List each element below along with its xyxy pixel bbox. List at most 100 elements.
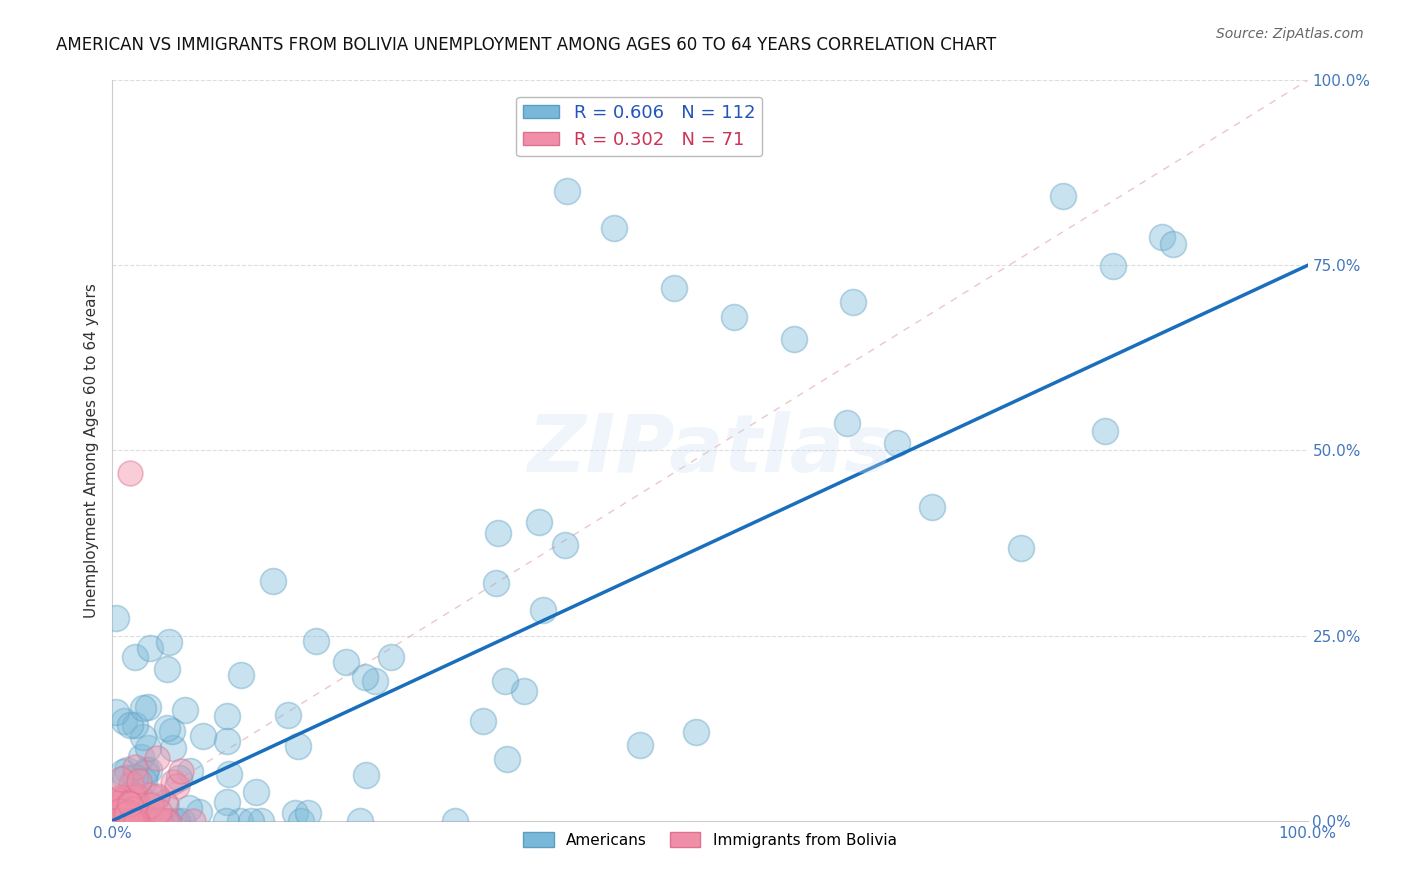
Point xyxy=(354,768,377,782)
Point xyxy=(108,804,131,818)
Point xyxy=(160,724,183,739)
Point xyxy=(124,650,146,665)
Point xyxy=(105,705,128,719)
Point xyxy=(179,801,201,815)
Point xyxy=(131,814,153,828)
Point xyxy=(108,806,131,821)
Point xyxy=(349,814,371,828)
Point xyxy=(114,771,136,785)
Point xyxy=(120,797,142,811)
Point xyxy=(335,656,357,670)
Point xyxy=(240,814,263,828)
Point xyxy=(1052,188,1074,202)
Point xyxy=(107,796,129,810)
Point xyxy=(124,789,146,803)
Point xyxy=(136,814,159,828)
Point xyxy=(162,775,184,789)
Point xyxy=(250,814,273,828)
Point xyxy=(107,814,129,828)
Point xyxy=(1010,541,1032,556)
Point xyxy=(555,184,578,198)
Point xyxy=(146,751,169,765)
Point xyxy=(122,802,145,816)
Point xyxy=(120,466,142,480)
Point xyxy=(103,800,125,814)
Point xyxy=(107,814,129,828)
Point xyxy=(121,814,143,828)
Point xyxy=(364,674,387,689)
Point xyxy=(172,814,194,828)
Point xyxy=(111,814,134,828)
Point xyxy=(163,814,186,828)
Point xyxy=(132,774,155,789)
Point xyxy=(120,777,142,791)
Point xyxy=(531,603,554,617)
Point xyxy=(685,724,707,739)
Point xyxy=(114,814,136,828)
Point xyxy=(105,814,128,828)
Point xyxy=(105,814,128,828)
Point xyxy=(120,814,142,828)
Text: ZIPatlas: ZIPatlas xyxy=(527,411,893,490)
Point xyxy=(181,814,204,828)
Point xyxy=(103,814,125,828)
Point xyxy=(494,673,516,688)
Point xyxy=(783,333,806,347)
Point xyxy=(115,806,138,821)
Point xyxy=(131,730,153,744)
Point xyxy=(112,814,135,828)
Point xyxy=(120,787,142,801)
Point xyxy=(103,814,125,828)
Point xyxy=(122,814,145,828)
Point xyxy=(229,814,252,828)
Point xyxy=(114,814,136,828)
Point xyxy=(115,814,138,828)
Point xyxy=(103,814,125,828)
Point xyxy=(127,800,149,814)
Point xyxy=(173,703,195,717)
Point xyxy=(112,714,135,729)
Point xyxy=(124,717,146,731)
Point xyxy=(231,668,253,682)
Point xyxy=(513,684,536,698)
Point xyxy=(122,814,145,828)
Point xyxy=(103,803,125,817)
Point xyxy=(118,814,141,828)
Point xyxy=(284,805,307,820)
Point xyxy=(131,792,153,806)
Point xyxy=(297,806,319,821)
Point xyxy=(128,814,150,828)
Point xyxy=(128,814,150,828)
Point xyxy=(118,797,141,811)
Point xyxy=(603,221,626,235)
Point xyxy=(723,310,745,325)
Point xyxy=(110,772,132,786)
Point xyxy=(128,814,150,828)
Point xyxy=(107,793,129,807)
Point xyxy=(124,760,146,774)
Point xyxy=(162,741,184,756)
Point xyxy=(159,635,181,649)
Point xyxy=(152,814,174,828)
Point xyxy=(443,814,465,828)
Point xyxy=(117,764,139,778)
Point xyxy=(103,814,125,828)
Point xyxy=(110,790,132,805)
Point xyxy=(108,814,131,828)
Point xyxy=(120,814,142,828)
Point xyxy=(1150,230,1173,244)
Point xyxy=(155,796,177,810)
Point xyxy=(136,812,159,826)
Point xyxy=(112,791,135,805)
Point xyxy=(105,812,128,826)
Point xyxy=(105,814,128,828)
Point xyxy=(135,814,157,828)
Point xyxy=(122,814,145,828)
Point xyxy=(146,789,169,803)
Point xyxy=(277,707,299,722)
Point xyxy=(166,780,188,794)
Point xyxy=(155,814,177,828)
Point xyxy=(105,814,128,828)
Point xyxy=(105,611,128,625)
Point xyxy=(103,814,125,828)
